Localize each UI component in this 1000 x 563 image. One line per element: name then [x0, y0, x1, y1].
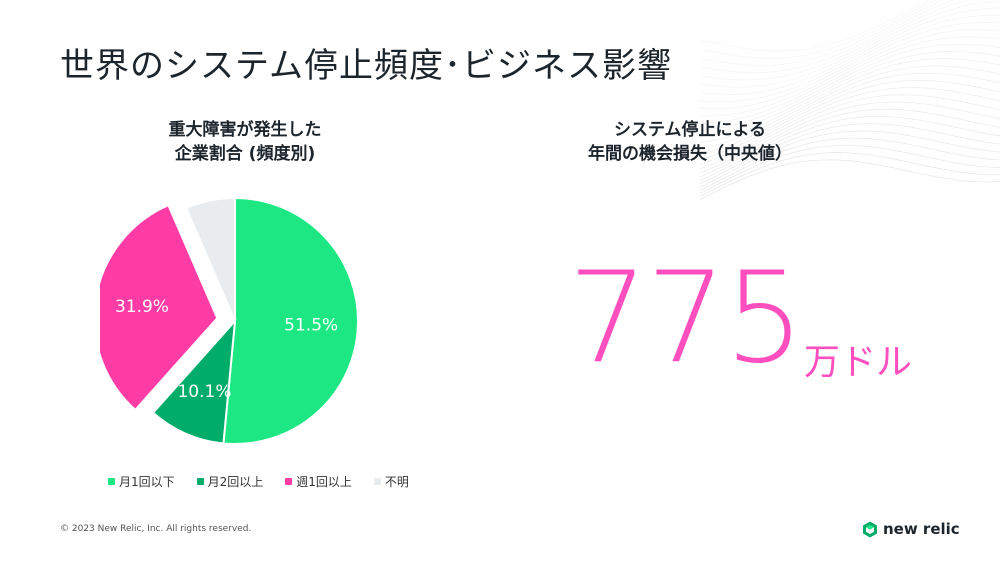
new-relic-hexagon-icon: [863, 521, 877, 537]
new-relic-logo: new relic: [862, 520, 960, 538]
pie-slice-0: [222, 196, 359, 445]
stat-heading: システム停止による 年間の機会損失（中央値）: [560, 118, 820, 166]
legend-item-3: 不明: [373, 473, 409, 490]
deco-line: [700, 130, 1000, 188]
pie-chart-heading-line-1: 重大障害が発生した: [168, 120, 322, 140]
legend-swatch-3: [373, 478, 381, 485]
deco-line: [700, 36, 1000, 124]
deco-line: [700, 79, 1000, 160]
deco-line: [700, 0, 955, 74]
pie-slice-1: [151, 318, 237, 445]
legend-label-2: 週1回以上: [296, 475, 352, 489]
deco-line: [700, 0, 931, 52]
legend-swatch-1: [196, 478, 204, 485]
legend-label-0: 月1回以下: [119, 475, 175, 489]
pie-slice-3: [184, 196, 236, 322]
deco-line: [700, 65, 1000, 150]
legend-swatch-0: [108, 478, 115, 485]
pie-chart: 51.5% 10.1% 31.9%: [100, 196, 359, 445]
legend-item-2: 週1回以上: [285, 473, 352, 490]
pie-chart-heading-line-2: 企業割合 (頻度別): [174, 144, 316, 164]
pie-legend: 月1回以下 月2回以上 週1回以上 不明: [108, 473, 409, 490]
deco-line: [700, 145, 1000, 194]
deco-line: [700, 14, 1000, 102]
deco-line: [700, 7, 1000, 95]
deco-line: [700, 29, 1000, 117]
deco-line: [700, 43, 1000, 131]
deco-line: [700, 0, 1000, 88]
pie-slice-2: [100, 203, 219, 412]
legend-label-3: 不明: [384, 475, 409, 489]
deco-line: [700, 51, 1000, 138]
deco-line: [700, 0, 945, 66]
deco-line: [700, 137, 1000, 191]
decorative-wave-lines: [700, 0, 1000, 200]
deco-line: [700, 116, 1000, 181]
deco-line: [700, 101, 1000, 174]
deco-line: [700, 108, 1000, 178]
pie-slice-label-2: 31.9%: [115, 297, 169, 317]
stat-heading-line-1: システム停止による: [614, 120, 766, 140]
slide-title: 世界のシステム停止頻度･ビジネス影響: [60, 46, 672, 86]
deco-line: [700, 152, 1000, 197]
stat-unit: 万ドル: [804, 342, 913, 383]
legend-item-0: 月1回以下: [108, 473, 175, 490]
deco-line: [700, 22, 1000, 110]
deco-line: [700, 87, 1000, 165]
logo-text: new relic: [883, 520, 960, 538]
deco-line: [700, 159, 1000, 200]
deco-line: [700, 58, 1000, 144]
pie-slice-label-0: 51.5%: [284, 316, 338, 336]
pie-slice-label-1: 10.1%: [177, 382, 231, 402]
copyright-text: © 2023 New Relic, Inc. All rights reserv…: [60, 524, 252, 534]
deco-line: [700, 94, 1000, 170]
legend-item-1: 月2回以上: [196, 473, 264, 490]
legend-swatch-2: [285, 478, 293, 485]
deco-line: [700, 0, 969, 81]
deco-line: [700, 123, 1000, 185]
deco-line: [700, 72, 1000, 155]
stat-heading-line-2: 年間の機会損失（中央値）: [588, 144, 792, 164]
stat-value: 775: [568, 244, 804, 391]
pie-chart-heading: 重大障害が発生した 企業割合 (頻度別): [130, 118, 360, 166]
deco-line: [700, 0, 937, 59]
legend-label-1: 月2回以上: [207, 475, 264, 489]
